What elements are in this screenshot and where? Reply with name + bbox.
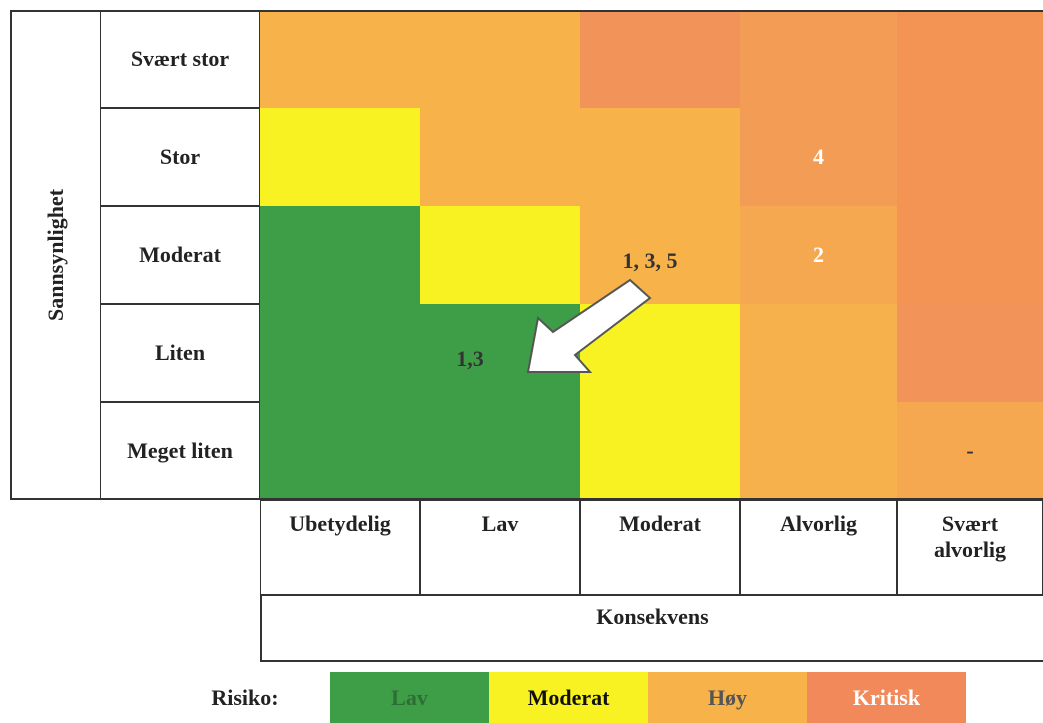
cell: 4 <box>740 108 897 206</box>
cell-text: 1,3 <box>456 346 484 371</box>
cell-text: 4 <box>813 144 824 169</box>
x-axis-title: Konsekvens <box>260 594 1043 662</box>
cell: 2 <box>740 206 897 304</box>
legend-item: Høy <box>648 672 807 723</box>
cell <box>580 402 740 500</box>
cell <box>897 10 1043 108</box>
legend-item: Kritisk <box>807 672 966 723</box>
cell <box>897 304 1043 402</box>
legend-item: Lav <box>330 672 489 723</box>
cell <box>580 10 740 108</box>
cell <box>260 206 420 304</box>
cell <box>260 108 420 206</box>
legend-title: Risiko: <box>211 684 279 710</box>
row-label: Stor <box>100 108 260 206</box>
cell <box>897 108 1043 206</box>
row-label: Moderat <box>100 206 260 304</box>
cell-text: 2 <box>813 242 824 267</box>
cell <box>260 304 420 402</box>
cell-text: - <box>966 438 974 463</box>
cell <box>420 402 580 500</box>
cell <box>740 304 897 402</box>
row-label: Meget liten <box>100 402 260 500</box>
cell <box>260 10 420 108</box>
column-label: Svært alvorlig <box>897 500 1043 595</box>
row-label: Liten <box>100 304 260 402</box>
cell <box>897 206 1043 304</box>
cell <box>420 10 580 108</box>
cell <box>740 402 897 500</box>
cell <box>420 206 580 304</box>
legend-item: Moderat <box>489 672 648 723</box>
cell <box>580 108 740 206</box>
cell <box>260 402 420 500</box>
cell-text: 1, 3, 5 <box>622 248 678 273</box>
cell <box>420 108 580 206</box>
cell: 1, 3, 5 <box>580 206 740 304</box>
cell <box>740 10 897 108</box>
cell: - <box>897 402 1043 500</box>
arrow <box>526 278 652 373</box>
column-label: Ubetydelig <box>260 500 420 595</box>
column-label: Lav <box>420 500 580 595</box>
